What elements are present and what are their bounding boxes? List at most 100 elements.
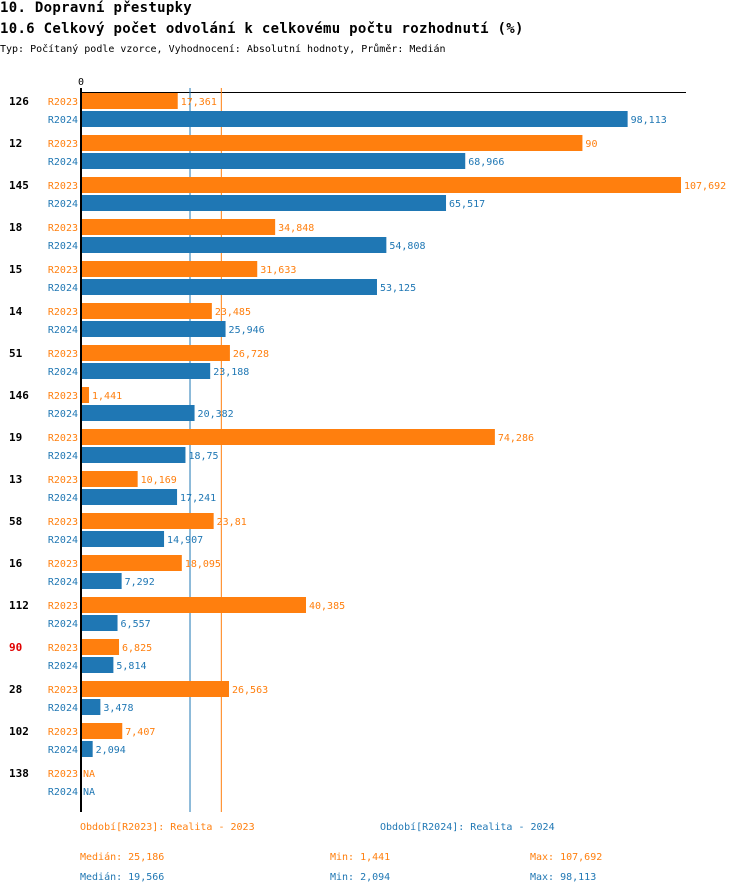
- data-label-r2023: 107,692: [684, 181, 726, 192]
- series-label-r2023: R2023: [48, 643, 78, 654]
- data-label-r2024: 68,966: [468, 157, 504, 168]
- bar-r2024: [81, 363, 211, 379]
- data-label-r2023: 1,441: [92, 391, 122, 402]
- bar-r2024: [81, 111, 628, 127]
- bar-r2023: [81, 177, 681, 193]
- data-label-r2023: 18,095: [185, 559, 221, 570]
- bar-r2024: [81, 279, 377, 295]
- series-label-r2023: R2023: [48, 391, 78, 402]
- series-label-r2023: R2023: [48, 349, 78, 360]
- data-label-r2023: 90: [585, 139, 597, 150]
- data-label-r2023: 31,633: [260, 265, 296, 276]
- series-label-r2024: R2024: [48, 661, 78, 672]
- bar-r2024: [81, 195, 447, 211]
- bar-r2023: [81, 597, 307, 613]
- series-label-r2023: R2023: [48, 685, 78, 696]
- bar-r2023: [81, 93, 178, 109]
- data-label-r2023: 26,563: [232, 685, 268, 696]
- chart-subtitle: Typ: Počítaný podle vzorce, Vyhodnocení:…: [0, 44, 446, 55]
- series-label-r2024: R2024: [48, 619, 78, 630]
- data-label-r2024: 6,557: [121, 619, 151, 630]
- bar-r2024: [81, 657, 114, 673]
- bar-r2024: [81, 741, 93, 757]
- data-label-r2023: 34,848: [278, 223, 314, 234]
- series-label-r2024: R2024: [48, 241, 78, 252]
- bar-r2024: [81, 531, 165, 547]
- stat-min-r2023: Min: 1,441: [330, 852, 391, 863]
- data-label-r2023: 7,407: [125, 727, 155, 738]
- bar-r2024: [81, 405, 195, 421]
- legend-r2023: Období[R2023]: Realita - 2023: [80, 822, 255, 833]
- series-label-r2024: R2024: [48, 451, 78, 462]
- category-label: 12: [9, 137, 22, 150]
- bar-r2023: [81, 387, 90, 403]
- category-label: 90: [9, 641, 22, 654]
- category-label: 145: [9, 179, 29, 192]
- bar-r2023: [81, 555, 182, 571]
- data-label-r2023: 23,485: [215, 307, 251, 318]
- series-label-r2023: R2023: [48, 307, 78, 318]
- category-label: 14: [9, 305, 23, 318]
- stat-max-r2023: Max: 107,692: [530, 852, 603, 863]
- series-label-r2023: R2023: [48, 601, 78, 612]
- data-label-r2024: 5,814: [116, 661, 146, 672]
- category-label: 126: [9, 95, 29, 108]
- bar-r2024: [81, 447, 186, 463]
- bar-r2023: [81, 681, 229, 697]
- data-label-r2023: 40,385: [309, 601, 345, 612]
- series-label-r2024: R2024: [48, 787, 78, 798]
- bar-r2024: [81, 237, 387, 253]
- data-label-r2024: 25,946: [229, 325, 265, 336]
- section-title: 10. Dopravní přestupky: [0, 0, 193, 16]
- series-label-r2023: R2023: [48, 97, 78, 108]
- category-label: 13: [9, 473, 22, 486]
- bar-r2023: [81, 723, 123, 739]
- series-label-r2024: R2024: [48, 703, 78, 714]
- data-label-r2024: 65,517: [449, 199, 485, 210]
- category-label: 18: [9, 221, 22, 234]
- stat-min-r2024: Min: 2,094: [330, 872, 391, 883]
- data-label-r2024: 18,75: [188, 451, 218, 462]
- stat-median-r2024: Medián: 19,566: [80, 872, 165, 883]
- data-label-r2024: 2,094: [96, 745, 126, 756]
- series-label-r2024: R2024: [48, 115, 78, 126]
- category-label: 28: [9, 683, 22, 696]
- data-label-r2023: 26,728: [233, 349, 269, 360]
- data-label-r2024: 23,188: [213, 367, 249, 378]
- series-label-r2024: R2024: [48, 325, 78, 336]
- data-label-r2024: 14,907: [167, 535, 203, 546]
- data-label-r2023: 6,825: [122, 643, 152, 654]
- bar-r2023: [81, 513, 214, 529]
- series-label-r2023: R2023: [48, 517, 78, 528]
- series-label-r2023: R2023: [48, 433, 78, 444]
- category-label: 102: [9, 725, 29, 738]
- bar-r2024: [81, 573, 122, 589]
- data-label-r2023: 23,81: [217, 517, 247, 528]
- category-label: 146: [9, 389, 29, 402]
- x-tick-label: 0: [78, 77, 84, 88]
- bar-r2023: [81, 471, 138, 487]
- series-label-r2023: R2023: [48, 139, 78, 150]
- chart-title: 10.6 Celkový počet odvolání k celkovému …: [0, 21, 524, 37]
- series-label-r2024: R2024: [48, 745, 78, 756]
- category-label: 15: [9, 263, 22, 276]
- category-label: 138: [9, 767, 29, 780]
- data-label-r2024: 20,382: [198, 409, 234, 420]
- category-label: 51: [9, 347, 23, 360]
- bar-r2023: [81, 135, 583, 151]
- category-label: 58: [9, 515, 22, 528]
- data-label-r2023: NA: [83, 769, 95, 780]
- series-label-r2024: R2024: [48, 535, 78, 546]
- series-label-r2024: R2024: [48, 199, 78, 210]
- data-label-r2024: 3,478: [103, 703, 133, 714]
- series-label-r2024: R2024: [48, 493, 78, 504]
- series-label-r2023: R2023: [48, 223, 78, 234]
- series-label-r2024: R2024: [48, 157, 78, 168]
- series-label-r2023: R2023: [48, 769, 78, 780]
- category-label: 19: [9, 431, 22, 444]
- data-label-r2024: 53,125: [380, 283, 416, 294]
- bar-r2024: [81, 615, 118, 631]
- series-label-r2023: R2023: [48, 559, 78, 570]
- category-label: 112: [9, 599, 29, 612]
